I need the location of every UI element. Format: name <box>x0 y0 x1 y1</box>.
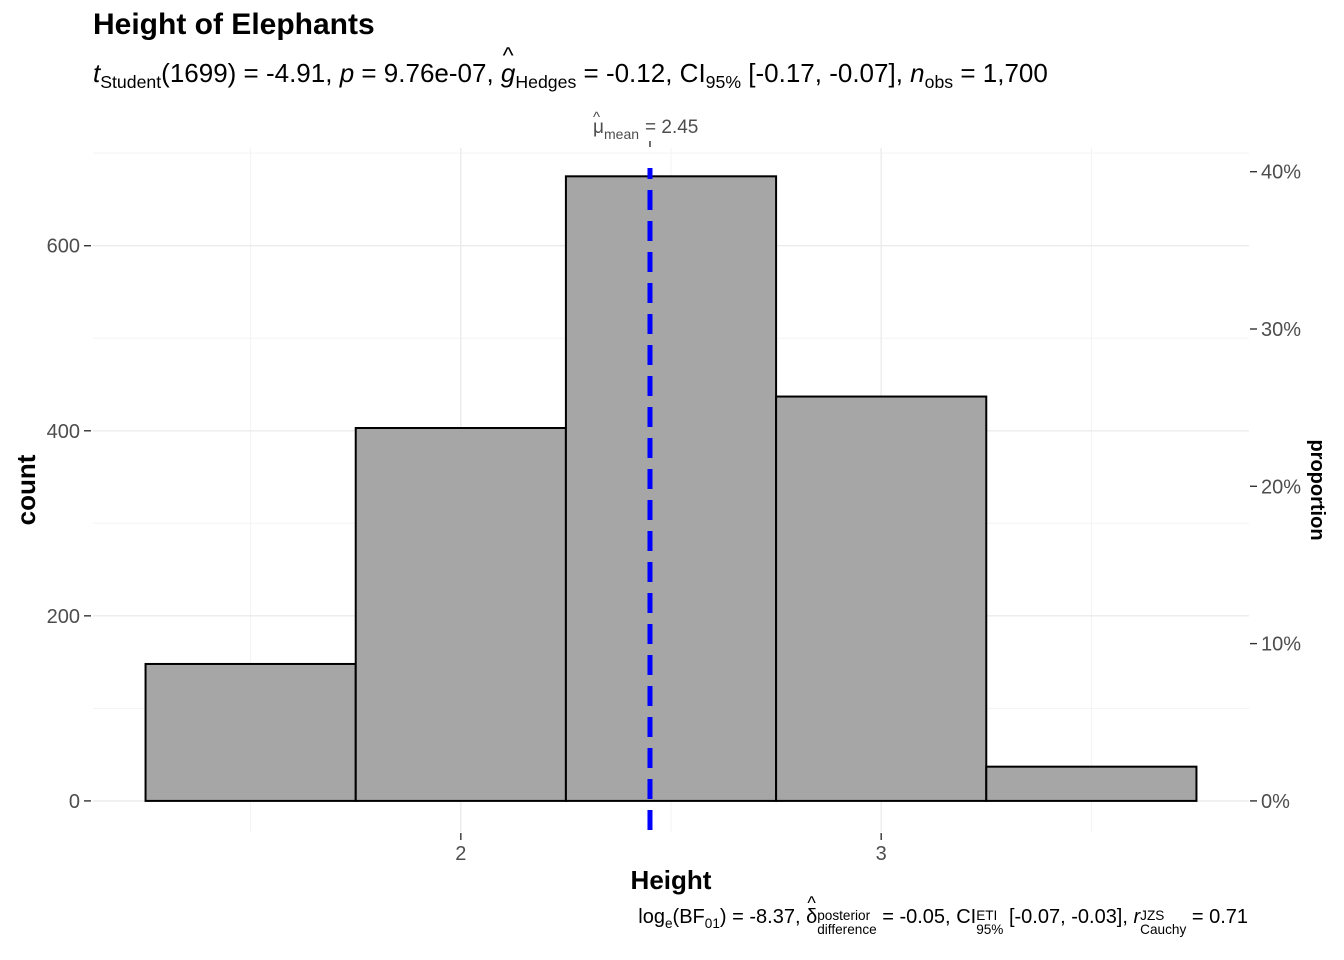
mean-annotation-value: = 2.45 <box>645 117 698 138</box>
r-subscript: Cauchy <box>1140 922 1187 937</box>
hedges-g-value: = -0.12, <box>583 58 673 88</box>
x-tick-label: 2 <box>455 843 466 865</box>
y-axis-title: count <box>11 454 41 525</box>
bf-value: = -8.37, <box>732 906 801 928</box>
secondary-y-tick-label: 30% <box>1261 319 1301 341</box>
ci-subscript: 95% <box>705 72 742 93</box>
histogram-bar <box>354 427 567 802</box>
bayes-caption: loge(BF01) = -8.37, δposteriordifference… <box>638 893 1248 937</box>
eti-ci-value: [-0.07, -0.03], <box>1008 906 1128 928</box>
secondary-y-axis-title: proportion <box>1306 439 1328 540</box>
mean-annotation-subscript: mean <box>604 126 639 142</box>
n-obs-subscript: obs <box>924 72 954 93</box>
eti-ci-superscript: ETI <box>976 908 998 924</box>
chart-title: Height of Elephants <box>93 8 375 41</box>
mean-annotation-hat: ^ <box>593 109 600 126</box>
secondary-y-tick-label: 20% <box>1261 476 1301 498</box>
hedges-g-label: g <box>501 42 516 89</box>
delta-label: δ <box>806 893 817 929</box>
secondary-y-axis-ticks: 0% 10% 20% 30% 40% <box>1250 162 1301 813</box>
delta-subscript: difference <box>817 922 877 937</box>
t-statistic-label: t <box>93 58 101 88</box>
y-tick-label: 600 <box>47 236 80 258</box>
histogram-bars <box>144 175 1198 802</box>
ci-value: [-0.17, -0.07], <box>748 58 903 88</box>
log-subscript: e <box>664 915 673 931</box>
log-label: log <box>638 906 665 928</box>
hedges-g-subscript: Hedges <box>515 72 577 93</box>
histogram-bar <box>985 765 1198 802</box>
bf-close: ) <box>719 906 727 928</box>
chart-subtitle: tStudent(1699) = -4.91, p = 9.76e-07, gH… <box>93 42 1048 93</box>
mean-annotation: μ ^ mean = 2.45 <box>593 109 698 147</box>
mean-annotation-symbol: μ <box>593 117 604 138</box>
bf-open: (BF <box>672 906 705 928</box>
r-superscript: JZS <box>1140 908 1165 924</box>
secondary-y-tick-label: 0% <box>1261 791 1290 813</box>
y-tick-label: 200 <box>47 606 80 628</box>
delta-superscript: posterior <box>817 908 871 924</box>
r-value: = 0.71 <box>1191 906 1248 928</box>
x-axis-title: Height <box>631 865 712 895</box>
ci-label: CI <box>679 58 706 88</box>
degrees-of-freedom: (1699) <box>161 58 237 88</box>
eti-ci-subscript: 95% <box>976 922 1004 937</box>
y-tick-label: 0 <box>69 791 80 813</box>
secondary-y-tick-label: 40% <box>1261 162 1301 184</box>
t-statistic-value: = -4.91, <box>243 58 333 88</box>
x-tick-label: 3 <box>876 843 887 865</box>
histogram-bar <box>144 662 357 802</box>
delta-value: = -0.05, <box>882 906 951 928</box>
histogram-bar <box>775 395 988 802</box>
p-value-label: p <box>339 58 355 88</box>
t-statistic-subscript: Student <box>100 72 162 93</box>
n-obs-label: n <box>910 58 925 88</box>
secondary-y-tick-label: 10% <box>1261 634 1301 656</box>
n-obs-value: = 1,700 <box>960 58 1048 88</box>
bf-subscript: 01 <box>704 915 720 931</box>
r-label: r <box>1133 906 1141 928</box>
y-tick-label: 400 <box>47 421 80 443</box>
p-value: = 9.76e-07, <box>361 58 494 88</box>
histogram-bar <box>564 175 778 802</box>
y-axis-ticks: 0 200 400 600 <box>47 236 91 813</box>
eti-ci-label: CI <box>956 906 977 928</box>
